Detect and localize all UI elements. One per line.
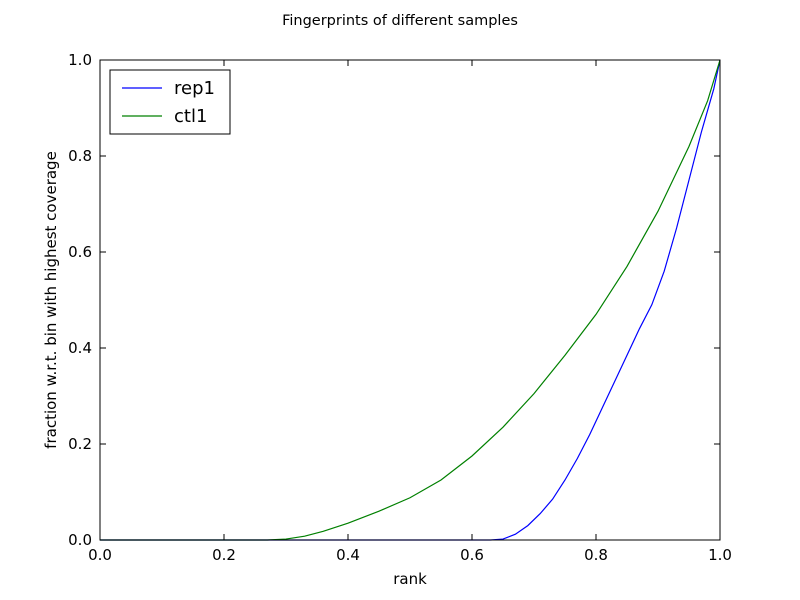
x-tick-label: 0.8 — [584, 546, 608, 564]
y-tick-label: 0.8 — [68, 147, 92, 165]
legend-box — [109, 69, 231, 135]
legend-label-rep1: rep1 — [174, 78, 215, 99]
legend: rep1 ctl1 — [109, 69, 231, 135]
y-tick-label: 0.4 — [68, 339, 92, 357]
axes-frame — [99, 59, 721, 541]
chart-title: Fingerprints of different samples — [282, 13, 518, 29]
x-tick-label: 0.2 — [212, 546, 236, 564]
x-tick-label: 0.6 — [460, 546, 484, 564]
plot-area: 0.0 0.2 0.4 0.6 0.8 1.0 0.0 0.2 0.4 0.6 0.8 1.0 — [68, 51, 732, 564]
x-tick-label: 0.0 — [88, 546, 112, 564]
y-tick-label: 1.0 — [68, 51, 92, 69]
y-axis-label: fraction w.r.t. bin with highest coverag… — [42, 151, 60, 449]
x-tick-label: 0.4 — [336, 546, 360, 564]
y-tick-label: 0.6 — [68, 243, 92, 261]
y-tick-label: 0.2 — [68, 435, 92, 453]
legend-label-ctl1: ctl1 — [174, 106, 207, 127]
x-tick-label: 1.0 — [708, 546, 732, 564]
x-axis-label: rank — [393, 570, 427, 588]
y-tick-label: 0.0 — [68, 531, 92, 549]
